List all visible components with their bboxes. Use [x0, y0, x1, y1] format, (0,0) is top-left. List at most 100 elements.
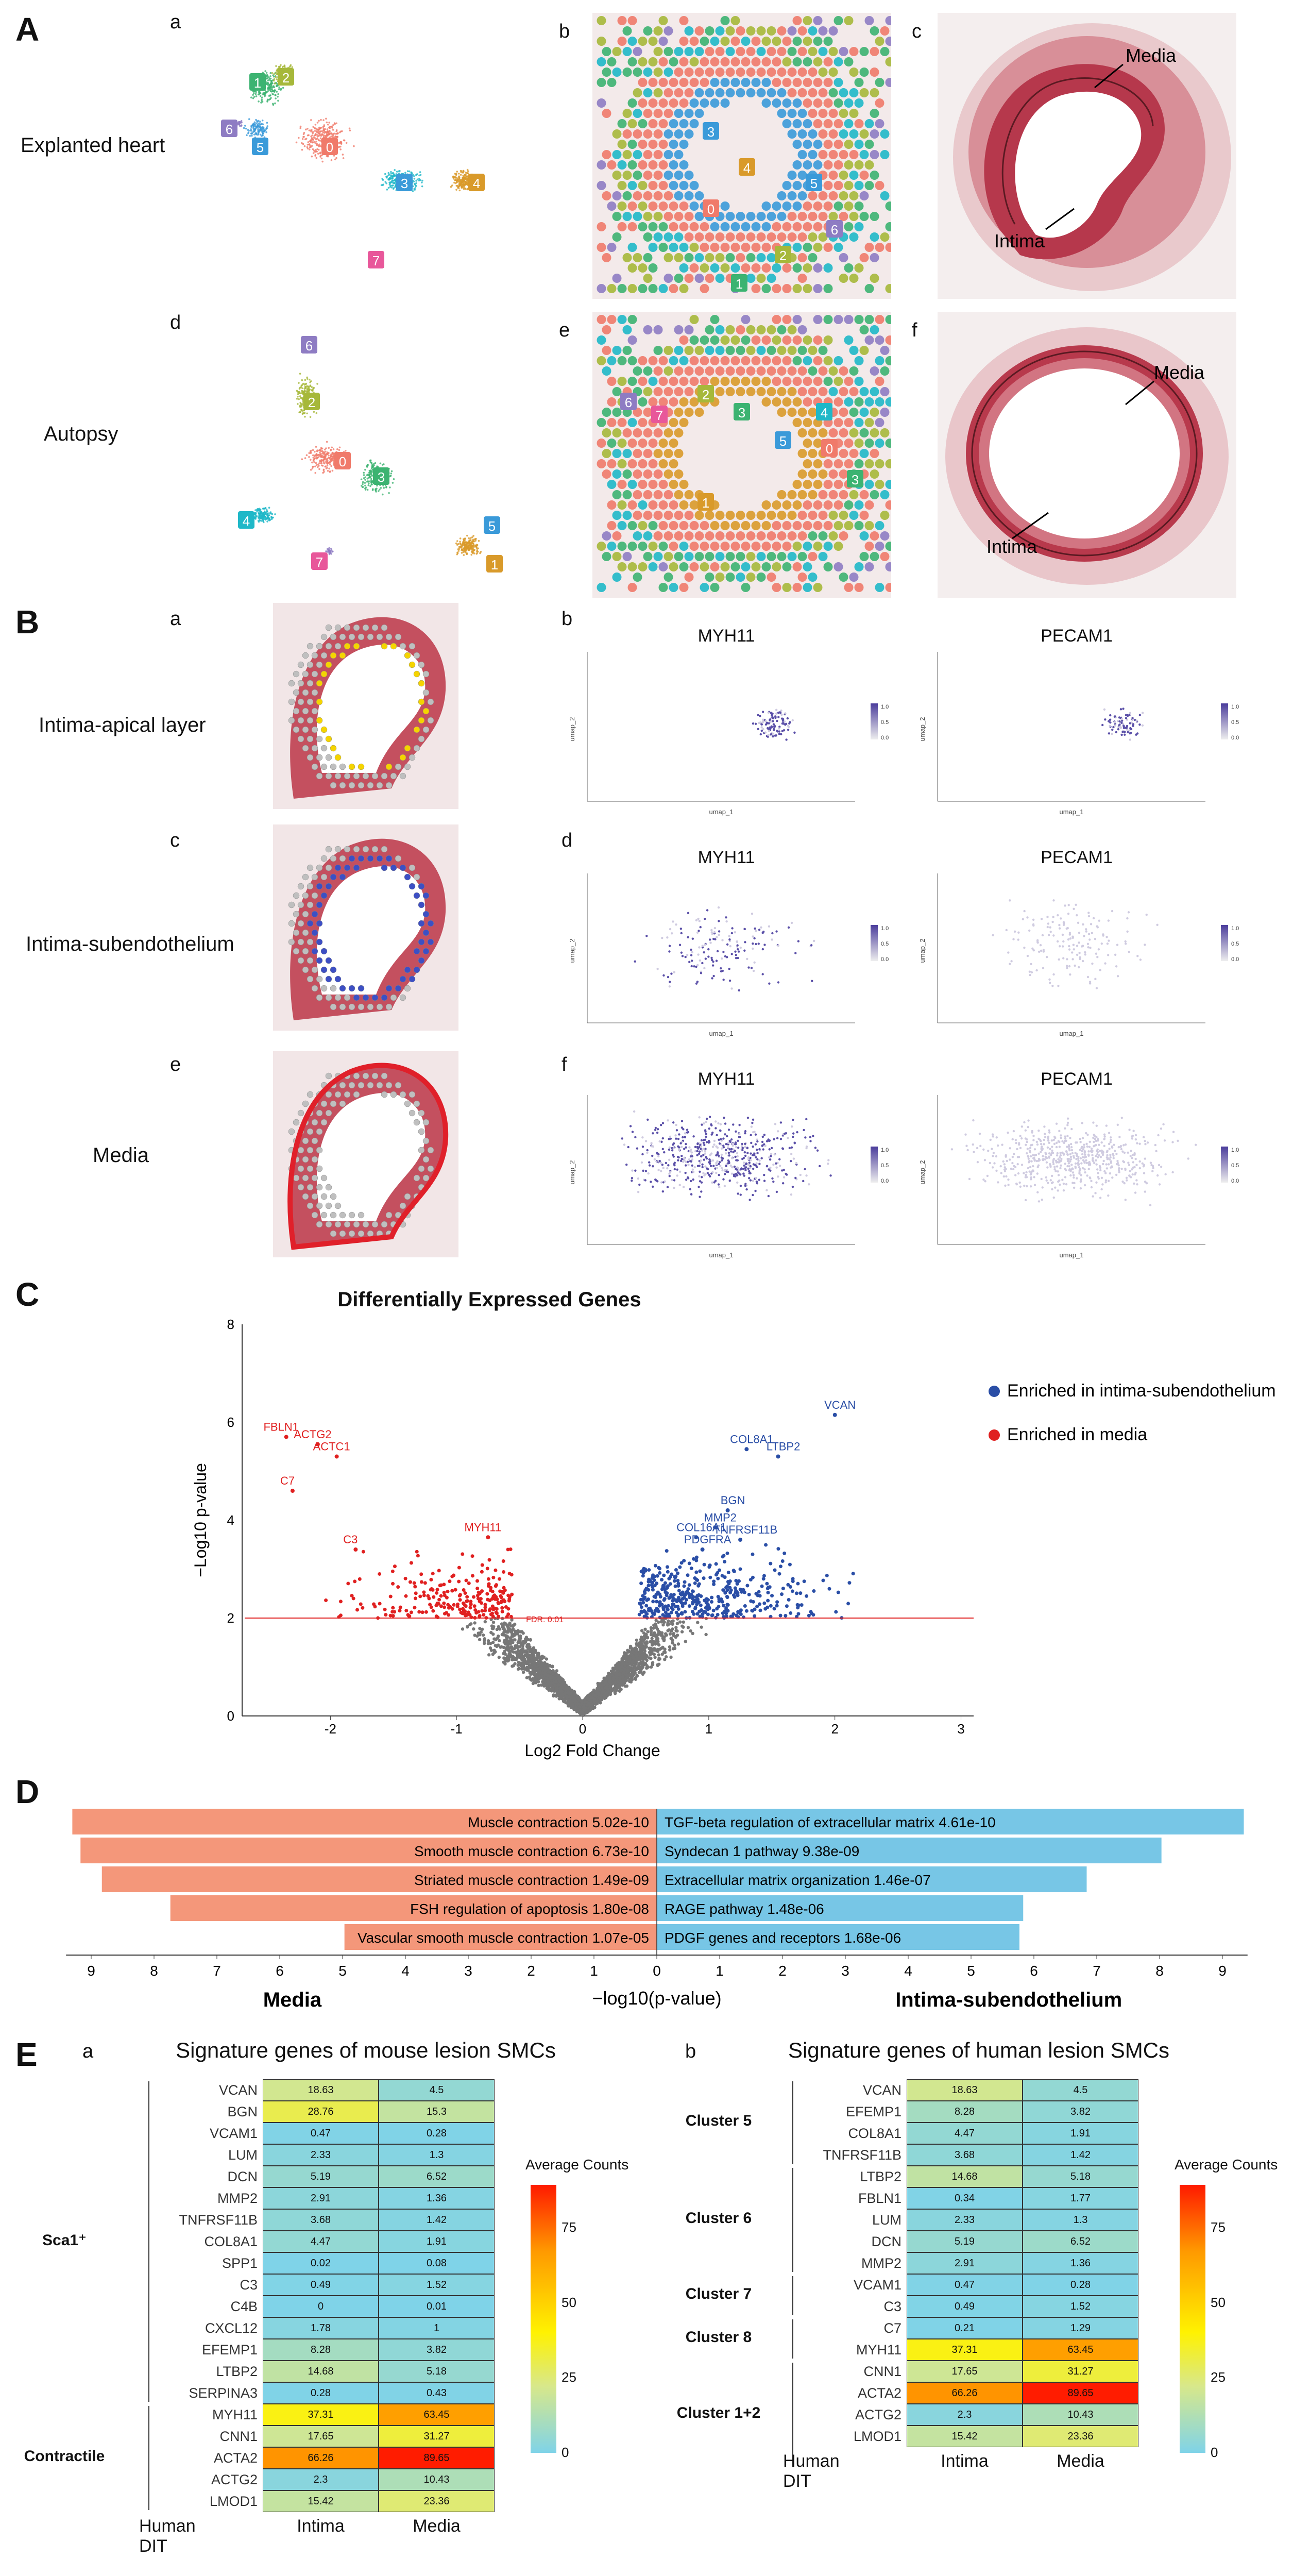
heatmap-cell: 1.52 — [379, 2274, 495, 2296]
heatmap-gene-label: SPP1 — [222, 2255, 258, 2271]
media-outline — [287, 1063, 449, 1250]
heatmap-group-label: Cluster 7 — [685, 2285, 752, 2302]
gene-label: VCAN — [824, 1399, 856, 1411]
panel-b-sub-f: f — [562, 1054, 567, 1075]
cluster-label: 5 — [488, 518, 496, 534]
heatmap-cell: 0.49 — [907, 2296, 1023, 2317]
heatmap-cell: 0.43 — [379, 2382, 495, 2404]
heatmap-cell: 0.28 — [379, 2123, 495, 2144]
heatmap-gene-label: ACTA2 — [857, 2385, 901, 2401]
x-axis-label: −log10(p-value) — [592, 1988, 721, 2009]
legend-tick: 0.5 — [881, 1163, 889, 1169]
heatmap-cell: 0.47 — [907, 2274, 1023, 2296]
legend-tick: 0.0 — [1231, 1178, 1239, 1184]
panel-b-sub-d: d — [562, 830, 573, 851]
gene-label: MYH11 — [465, 1521, 502, 1534]
legend-tick-label: 25 — [562, 2369, 576, 2385]
heatmap-cell: 3.82 — [379, 2339, 495, 2361]
row-label-media: Media — [93, 1144, 149, 1167]
legend-tick: 0.5 — [1231, 941, 1239, 947]
cluster-label-box — [731, 274, 747, 292]
heatmap-cell: 5.19 — [263, 2166, 379, 2187]
heatmap-cell: 0.34 — [907, 2187, 1023, 2209]
heatmap-group-bracket — [792, 2363, 793, 2467]
heatmap-gene-label: BGN — [227, 2104, 258, 2119]
legend-tick: 1.0 — [881, 1147, 889, 1153]
heatmap-cell: 1 — [379, 2317, 495, 2339]
x-tick-label: 2 — [831, 1721, 838, 1737]
intima-bar-label: PDGF genes and receptors 1.68e-06 — [665, 1930, 901, 1946]
cluster-label: 5 — [810, 176, 818, 191]
cluster-label-box — [486, 555, 503, 573]
x-tick-label: 0 — [579, 1721, 586, 1737]
gene-point — [725, 1508, 730, 1512]
gene-point — [744, 1447, 749, 1452]
intima-bar — [657, 1924, 1019, 1950]
panel-e-letter: E — [15, 2036, 38, 2073]
feature-plot-pecam1-subendo: umap_1 umap_2 1.0 0.5 0.0 — [918, 873, 1239, 1037]
cluster-label: 1 — [254, 75, 261, 91]
points — [752, 709, 796, 741]
panel-b-sub-b: b — [562, 608, 573, 630]
cluster-label: 0 — [339, 454, 346, 469]
cluster-label-box — [249, 73, 266, 91]
x-tick-label: 2 — [527, 1963, 535, 1979]
spots — [288, 1072, 434, 1237]
heatmap-gene-label: VCAN — [218, 2082, 258, 2098]
gene-point — [776, 1454, 780, 1459]
heatmap-cell: 2.33 — [263, 2144, 379, 2166]
points — [324, 1543, 855, 1718]
gene-label: ACTG2 — [294, 1428, 331, 1441]
x-tick-label: 3 — [841, 1963, 849, 1979]
cluster-label: 0 — [326, 140, 333, 155]
cluster-label-box — [847, 470, 863, 487]
legend-tick: 1.0 — [1231, 925, 1239, 932]
heatmap-cell: 10.43 — [379, 2469, 495, 2490]
gene-point — [315, 1442, 320, 1446]
heatmap-cell: 66.26 — [263, 2447, 379, 2469]
panel-a-sub-f: f — [912, 319, 917, 341]
heatmap-gene-label: LTBP2 — [860, 2169, 901, 2184]
intima-bar — [657, 1809, 1244, 1834]
panel-b-letter: B — [15, 603, 40, 641]
intima-bar — [657, 1838, 1162, 1863]
heatmap-group-label: Sca1⁺ — [42, 2232, 87, 2249]
heatmap-gene-label: LMOD1 — [209, 2494, 258, 2509]
heatmap-cell: 0.01 — [379, 2296, 495, 2317]
legend-tick: 0.0 — [1231, 956, 1239, 963]
heatmap-cell: 14.68 — [263, 2361, 379, 2382]
x-tick-label: 6 — [1030, 1963, 1038, 1979]
x-axis-label: umap_1 — [1060, 808, 1084, 816]
points — [1101, 708, 1144, 741]
x-axis-label: umap_1 — [1060, 1251, 1084, 1259]
heatmap-cell: 5.19 — [907, 2231, 1023, 2252]
heatmap-group-bracket — [792, 2081, 793, 2164]
legend-bar — [871, 925, 878, 961]
heatmap-cell: 31.27 — [379, 2426, 495, 2447]
heatmap-cell: 0.28 — [263, 2382, 379, 2404]
heatmap-gene-label: EFEMP1 — [201, 2342, 258, 2358]
heatmap-gene-label: CNN1 — [863, 2364, 901, 2379]
panel-b-sub-a: a — [170, 608, 181, 630]
cluster-label-box — [651, 406, 668, 423]
heatmap-gene-label: CXCL12 — [205, 2320, 258, 2336]
gene-point — [700, 1547, 705, 1552]
media-bar — [80, 1838, 657, 1863]
umap-explanted: 1 2 6 5 0 3 4 7 — [221, 64, 485, 268]
heatmap-cell: 6.52 — [1023, 2231, 1138, 2252]
feature-plot-pecam1-media: umap_1 umap_2 1.0 0.5 0.0 — [918, 1095, 1239, 1259]
gene-label: COL8A1 — [730, 1433, 773, 1445]
heatmap-cell: 8.28 — [907, 2101, 1023, 2123]
gene-point — [713, 1525, 718, 1530]
legend-bar — [871, 703, 878, 739]
x-axis-label: umap_1 — [1060, 1030, 1084, 1037]
gene-label: MMP2 — [704, 1511, 737, 1524]
legend-bar — [871, 1147, 878, 1183]
heatmap-human-title: Signature genes of human lesion SMCs — [788, 2038, 1170, 2062]
heatmap-gene-label: SERPINA3 — [189, 2385, 258, 2401]
heatmap-gene-label: MMP2 — [217, 2191, 258, 2206]
feature-title-myh11: MYH11 — [697, 848, 755, 867]
cluster-label: 4 — [743, 160, 751, 176]
feature-title-myh11: MYH11 — [697, 1069, 755, 1089]
legend-tick: 0.0 — [881, 956, 889, 963]
